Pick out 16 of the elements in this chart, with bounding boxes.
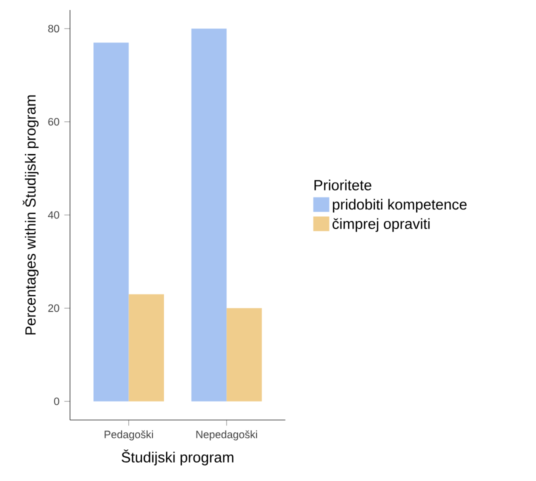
y-axis-title: Percentages within Študijski program (22, 95, 39, 334)
x-axis-title: Študijski program (122, 450, 234, 466)
bar (226, 308, 262, 402)
legend-label: čimprej opraviti (332, 218, 430, 232)
y-tick-label: 0 (54, 398, 60, 406)
bar (93, 42, 129, 402)
x-tick-label: Nepedagoški (196, 430, 258, 440)
x-tick-label: Pedagoški (104, 430, 153, 440)
legend-title: Prioritete (314, 180, 372, 190)
y-tick-label: 60 (48, 118, 60, 126)
bar (191, 28, 227, 402)
y-tick-label: 20 (48, 304, 60, 312)
y-tick-label: 40 (48, 211, 60, 219)
legend-label: pridobiti kompetence (332, 198, 467, 213)
y-tick-label: 80 (48, 24, 60, 32)
bar (128, 294, 164, 402)
